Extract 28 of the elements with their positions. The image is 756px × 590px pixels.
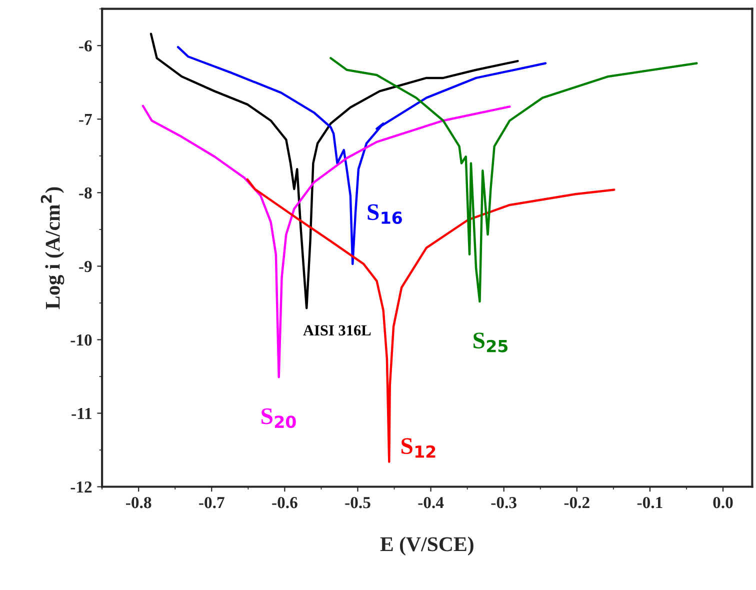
y-tick-label: -11 bbox=[72, 408, 92, 420]
y-tick-label: -6 bbox=[79, 40, 92, 52]
series-label: S$_{25}$ bbox=[474, 332, 508, 352]
line-series bbox=[150, 32, 519, 310]
x-tick-label: -0.3 bbox=[491, 496, 516, 508]
x-tick-label: -0.4 bbox=[418, 496, 444, 508]
y-tick-label: -7 bbox=[79, 114, 92, 125]
series-label: S$_{12}$ bbox=[402, 438, 436, 458]
series-label: AISI 316L bbox=[303, 325, 371, 336]
line-series bbox=[176, 46, 547, 266]
line-series bbox=[246, 178, 616, 463]
series-label: S$_{16}$ bbox=[368, 204, 402, 224]
x-tick-label: -0.7 bbox=[199, 496, 224, 508]
x-axis-title: E (V/SCE) bbox=[380, 536, 474, 556]
x-tick-label: 0.0 bbox=[713, 496, 733, 508]
x-tick-label: -0.1 bbox=[637, 496, 662, 508]
x-tick-label: -0.8 bbox=[126, 496, 152, 508]
y-tick-label: -9 bbox=[79, 260, 92, 272]
y-tick-label: -10 bbox=[70, 334, 92, 346]
line-series bbox=[330, 57, 698, 303]
y-axis-title: Log i (A/cm$^{2}$) bbox=[40, 187, 64, 310]
x-tick-label: -0.5 bbox=[345, 496, 370, 508]
line-series bbox=[142, 104, 511, 378]
y-tick-label: -12 bbox=[70, 481, 92, 493]
x-tick-label: -0.6 bbox=[272, 496, 298, 508]
x-tick-label: -0.2 bbox=[564, 496, 590, 508]
series-label: S$_{20}$ bbox=[262, 408, 296, 428]
y-tick-label: -8 bbox=[79, 187, 92, 199]
